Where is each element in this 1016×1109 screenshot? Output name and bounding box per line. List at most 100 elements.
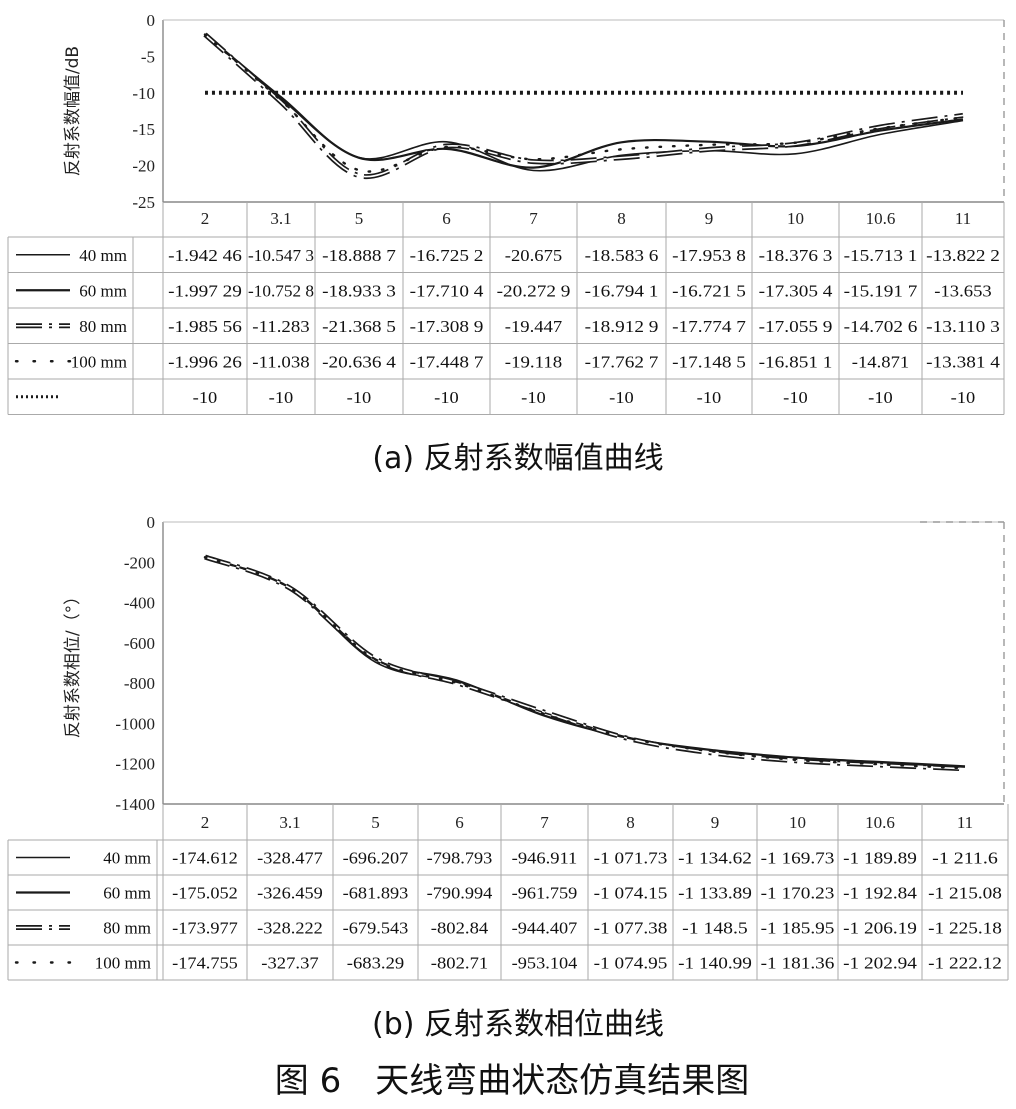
x-tick-label: 9 [711, 813, 720, 832]
table-cell: -1.942 46 [168, 246, 242, 265]
y-tick-label: 0 [147, 513, 156, 532]
table-cell: -19.447 [505, 317, 563, 336]
table-cell: -1 074.15 [594, 884, 668, 903]
table-cell: -18.912 9 [585, 317, 659, 336]
table-cell: -17.308 9 [410, 317, 484, 336]
table-cell: -1 225.18 [928, 919, 1002, 938]
x-tick-label: 10.6 [865, 813, 895, 832]
y-tick-label: 0 [147, 11, 156, 30]
table-cell: -16.721 5 [672, 281, 746, 300]
table-cell: -10.752 8 [248, 281, 314, 300]
table-cell: -13.110 3 [926, 317, 1000, 336]
series-line-3 [203, 556, 967, 770]
table-cell: -1 148.5 [682, 919, 748, 938]
y-tick-label: -200 [124, 553, 155, 572]
y-tick-label: -1000 [115, 714, 155, 733]
table-cell: -18.376 3 [759, 246, 833, 265]
y-tick-label: -1400 [115, 795, 155, 814]
y-tick-label: -20 [132, 157, 155, 176]
table-cell: -17.448 7 [410, 352, 484, 371]
x-tick-label: 10.6 [866, 209, 896, 228]
x-tick-label: 6 [455, 813, 464, 832]
table-cell: -328.477 [257, 849, 323, 868]
x-tick-label: 11 [955, 209, 971, 228]
table-cell: -953.104 [512, 954, 578, 973]
table-cell: -10 [951, 388, 976, 407]
x-tick-label: 8 [617, 209, 626, 228]
table-cell: -1 202.94 [843, 954, 917, 973]
table-cell: -1 211.6 [932, 849, 998, 868]
table-cell: -326.459 [257, 884, 323, 903]
legend-label: 100 mm [95, 954, 151, 973]
table-cell: -13.822 2 [926, 246, 1000, 265]
table-cell: -10 [783, 388, 808, 407]
table-cell: -1 134.62 [678, 849, 752, 868]
legend-label: 60 mm [79, 281, 127, 300]
table-cell: -174.612 [172, 849, 238, 868]
table-cell: -18.583 6 [585, 246, 659, 265]
series-line-2 [204, 554, 966, 772]
table-cell: -1 192.84 [843, 884, 917, 903]
legend-label: 80 mm [79, 317, 127, 336]
series-line-1 [204, 556, 966, 768]
table-cell: -17.774 7 [672, 317, 746, 336]
figure-caption: 图 6 天线弯曲状态仿真结果图 [275, 1061, 749, 1101]
table-cell: -17.762 7 [585, 352, 659, 371]
table-cell: -1 206.19 [843, 919, 917, 938]
series-line-0 [204, 556, 966, 767]
x-tick-label: 8 [626, 813, 635, 832]
series-line-2-inner [204, 556, 966, 770]
x-tick-label: 7 [540, 813, 549, 832]
y-tick-label: -800 [124, 674, 155, 693]
legend-label: 60 mm [103, 884, 151, 903]
table-cell: -16.851 1 [759, 352, 833, 371]
table-cell: -10 [868, 388, 893, 407]
table-cell: -1 169.73 [761, 849, 835, 868]
table-cell: -18.933 3 [322, 281, 396, 300]
table-cell: -173.977 [172, 919, 238, 938]
x-tick-label: 9 [705, 209, 714, 228]
table-cell: -10 [347, 388, 372, 407]
table-cell: -19.118 [505, 352, 562, 371]
table-cell: -802.84 [431, 919, 489, 938]
legend-label: 40 mm [103, 849, 151, 868]
legend-label: 100 mm [71, 352, 127, 371]
table-cell: -696.207 [343, 849, 409, 868]
table-cell: -1 185.95 [761, 919, 835, 938]
table-cell: -15.191 7 [844, 281, 918, 300]
table-cell: -1 170.23 [761, 884, 835, 903]
table-cell: -20.675 [505, 246, 562, 265]
table-cell: -944.407 [512, 919, 578, 938]
y-tick-label: -15 [132, 120, 155, 139]
caption-b: (b) 反射系数相位曲线 [372, 1007, 664, 1042]
legend-label: 40 mm [79, 246, 127, 265]
table-cell: -14.702 6 [844, 317, 918, 336]
legend-label: 80 mm [103, 919, 151, 938]
table-cell: -17.305 4 [759, 281, 833, 300]
table-cell: -10 [269, 388, 294, 407]
table-cell: -961.759 [512, 884, 578, 903]
table-cell: -16.794 1 [585, 281, 659, 300]
x-tick-label: 5 [371, 813, 380, 832]
table-cell: -11.283 [252, 317, 309, 336]
table-cell: -1 133.89 [678, 884, 752, 903]
series-line-3 [203, 33, 965, 173]
table-cell: -681.893 [343, 884, 409, 903]
table-cell: -327.37 [261, 954, 319, 973]
table-cell: -17.710 4 [410, 281, 484, 300]
table-cell: -11.038 [252, 352, 309, 371]
x-tick-label: 11 [957, 813, 973, 832]
y-tick-label: -600 [124, 634, 155, 653]
x-tick-label: 10 [789, 813, 806, 832]
series-line-1 [204, 33, 964, 169]
table-cell: -10 [697, 388, 722, 407]
table-cell: -14.871 [852, 352, 909, 371]
table-cell: -1 222.12 [928, 954, 1002, 973]
table-cell: -20.636 4 [322, 352, 396, 371]
table-cell: -1 189.89 [843, 849, 917, 868]
y-tick-label: -10 [132, 84, 155, 103]
table-cell: -17.055 9 [759, 317, 833, 336]
x-tick-label: 7 [529, 209, 538, 228]
chart-1: 0 -200 -400 -600 -800 -1000 -1200 -1400 反射系数相位/（… [7, 513, 1009, 981]
